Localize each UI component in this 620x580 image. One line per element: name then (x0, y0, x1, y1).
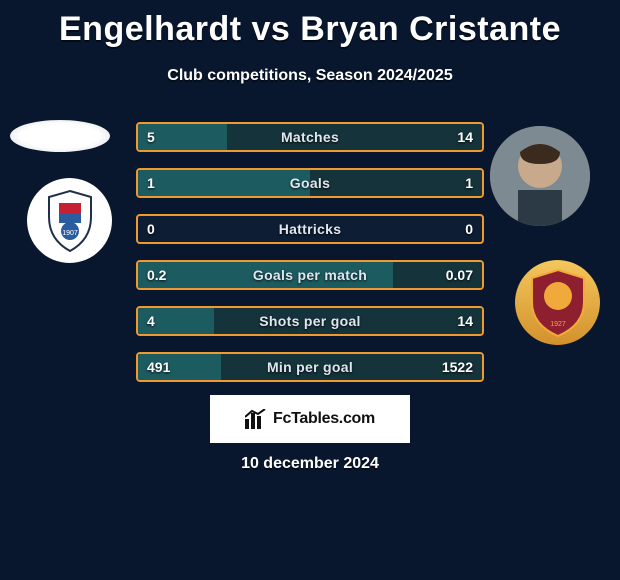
stat-row: 5Matches14 (136, 122, 484, 152)
stat-row: 0.2Goals per match0.07 (136, 260, 484, 290)
stat-label: Goals per match (138, 262, 482, 288)
stat-row: 1Goals1 (136, 168, 484, 198)
stat-value-right: 1 (465, 170, 473, 196)
stats-container: 5Matches14 1Goals1 0Hattricks0 0.2Goals per… (136, 122, 484, 398)
player-right-avatar (490, 126, 590, 226)
club-left-logo: 1907 (27, 178, 112, 263)
stat-value-right: 14 (457, 124, 473, 150)
logo-text: FcTables.com (273, 410, 375, 428)
stat-value-right: 0.07 (446, 262, 473, 288)
stat-row: 0Hattricks0 (136, 214, 484, 244)
stat-label: Min per goal (138, 354, 482, 380)
chart-icon (245, 409, 267, 429)
stat-row: 491Min per goal1522 (136, 352, 484, 382)
stat-value-right: 1522 (442, 354, 473, 380)
stat-label: Goals (138, 170, 482, 196)
stat-label: Shots per goal (138, 308, 482, 334)
stat-label: Matches (138, 124, 482, 150)
club-right-logo: 1927 (515, 260, 600, 345)
stat-value-right: 14 (457, 308, 473, 334)
shield-icon: 1927 (528, 268, 588, 338)
svg-text:1907: 1907 (62, 230, 78, 237)
svg-text:1927: 1927 (550, 321, 566, 328)
stat-row: 4Shots per goal14 (136, 306, 484, 336)
shield-icon: 1907 (45, 189, 95, 253)
subtitle: Club competitions, Season 2024/2025 (0, 67, 620, 85)
date-label: 10 december 2024 (0, 455, 620, 473)
stat-value-right: 0 (465, 216, 473, 242)
fctables-logo: FcTables.com (210, 395, 410, 443)
person-icon (490, 126, 590, 226)
page-title: Engelhardt vs Bryan Cristante (0, 0, 620, 49)
player-left-avatar (10, 120, 110, 152)
stat-label: Hattricks (138, 216, 482, 242)
